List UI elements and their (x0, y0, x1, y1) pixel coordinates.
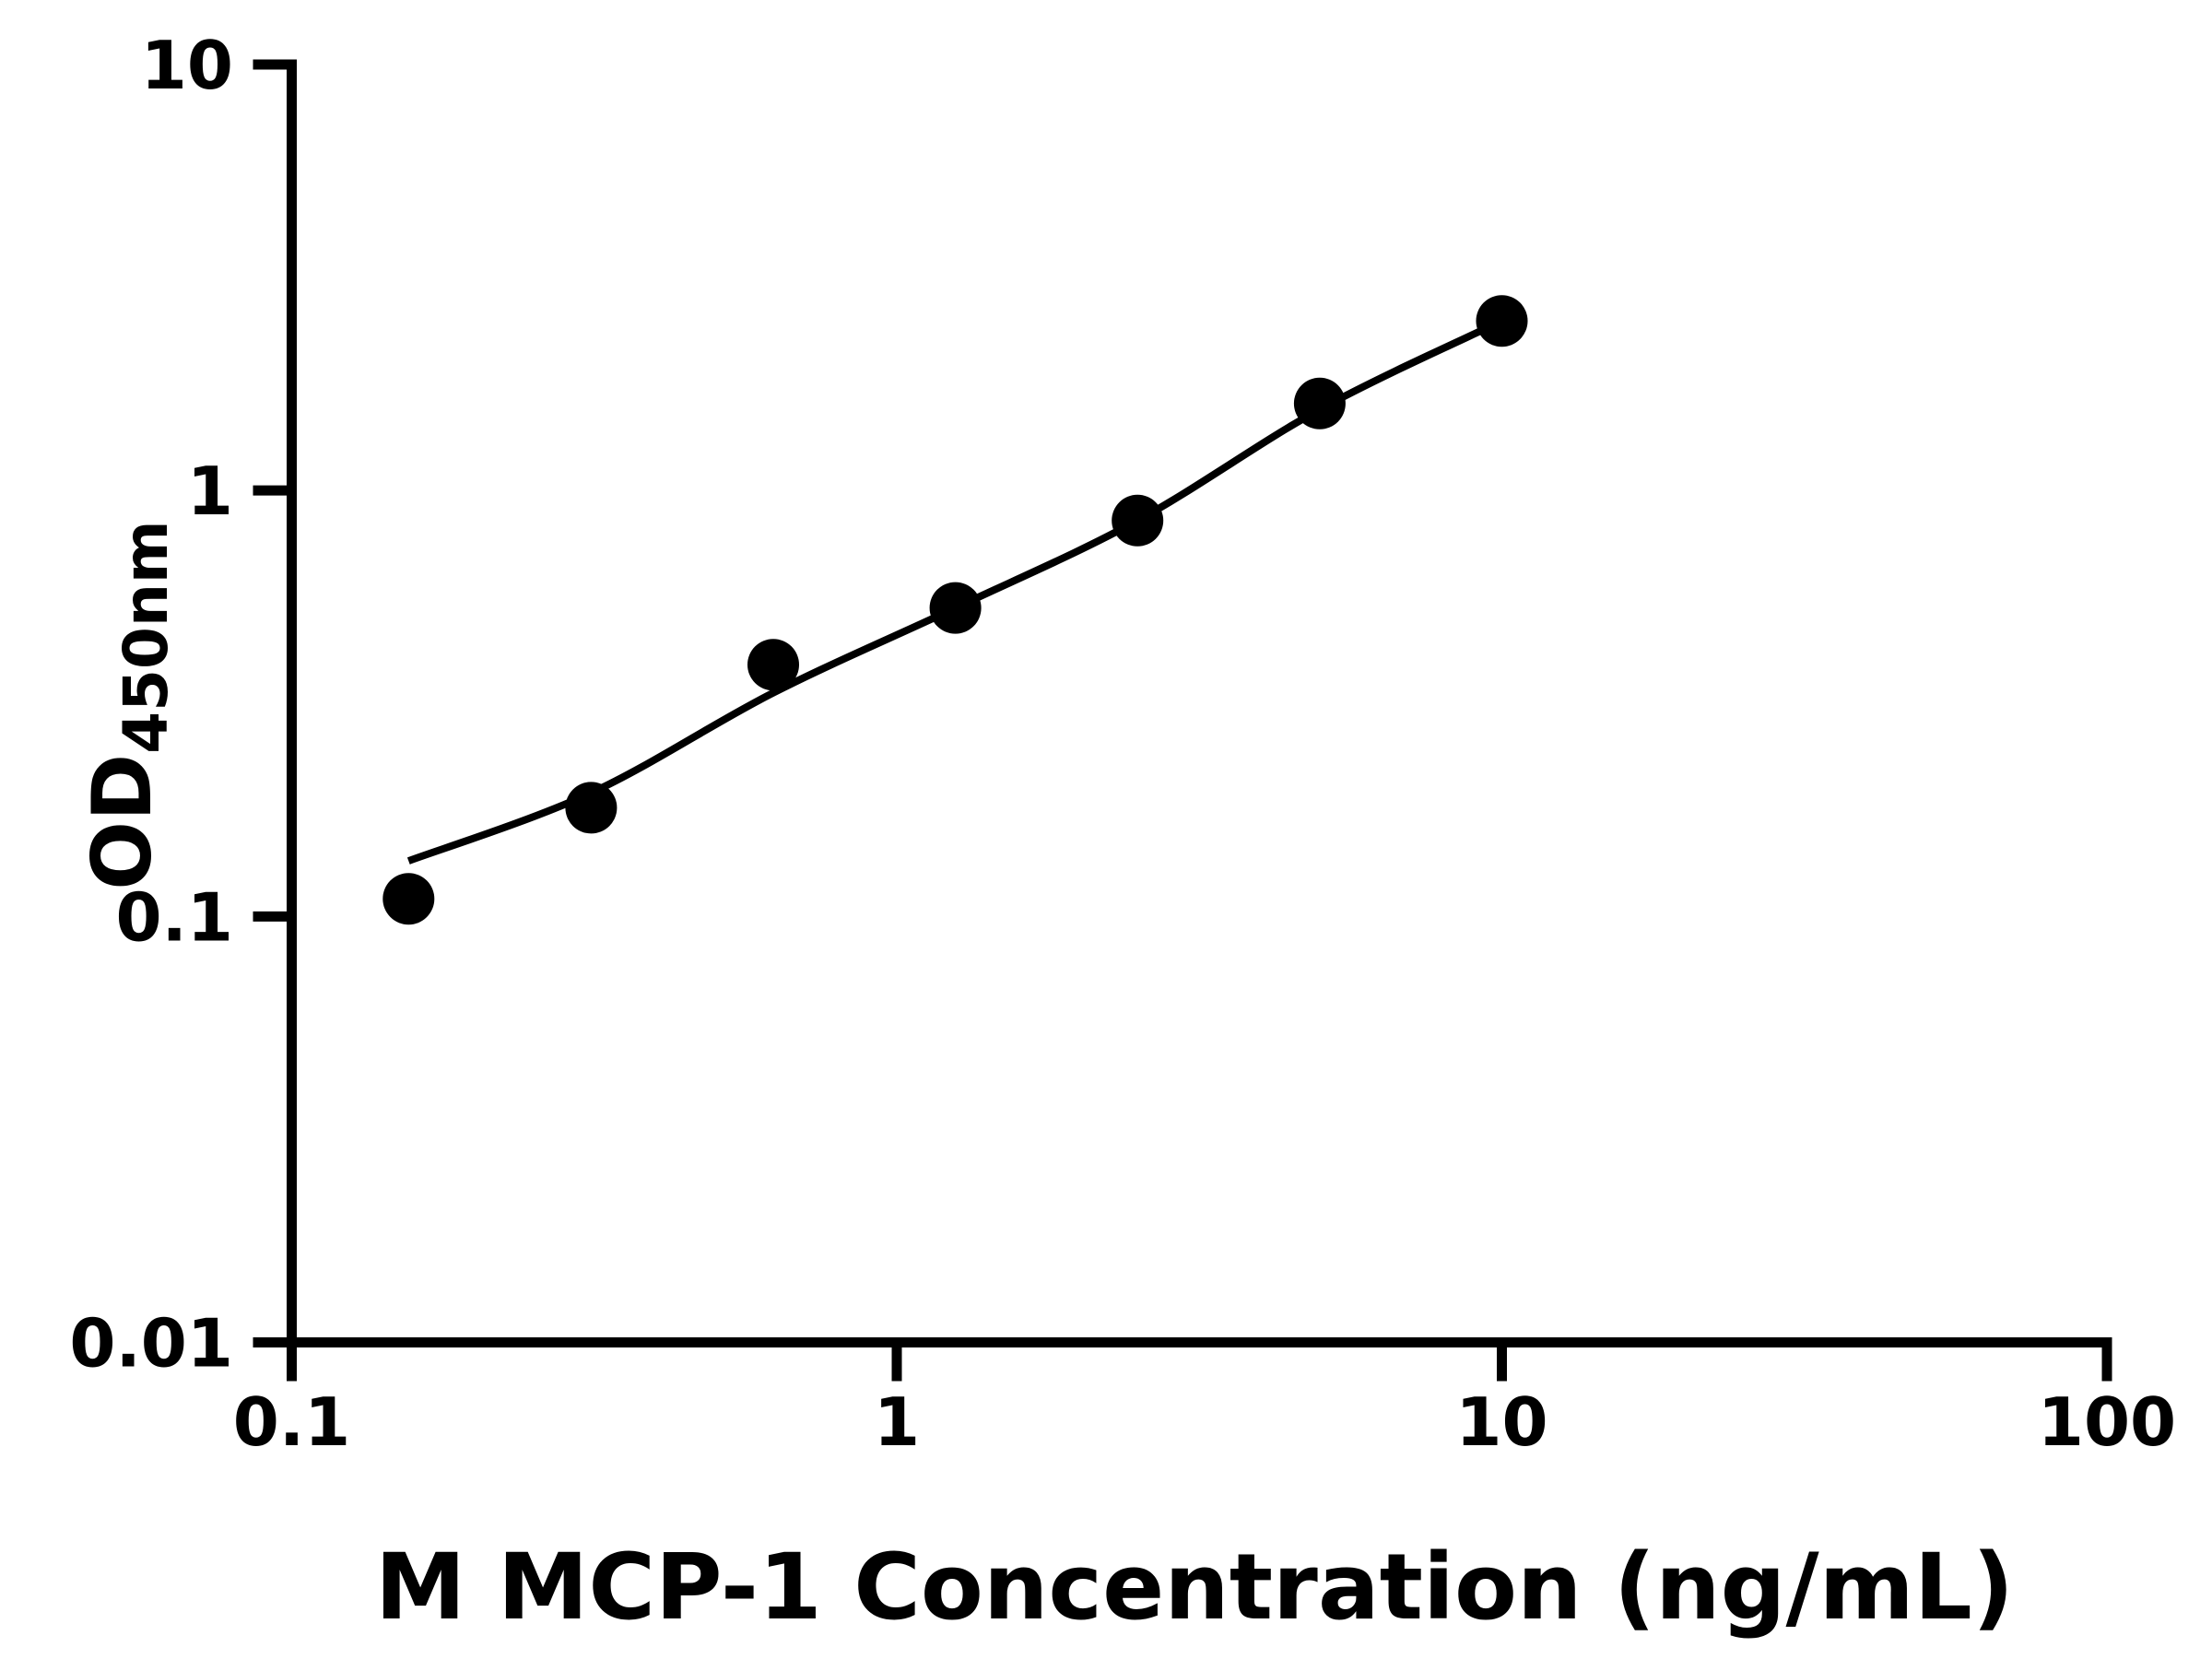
x-tick-label: 0.1 (233, 1383, 351, 1461)
y-axis-title-subscript: 450nm (111, 520, 182, 754)
x-tick-label: 1 (874, 1383, 920, 1461)
data-point (1476, 295, 1528, 347)
data-point (382, 873, 435, 925)
data-point (747, 639, 799, 691)
x-axis-title: M MCP-1 Concentration (ng/mL) (375, 1535, 2014, 1641)
data-point (1293, 377, 1346, 429)
y-tick-label: 0.01 (69, 1305, 233, 1382)
data-point-layer (382, 295, 1528, 925)
x-tick-label: 100 (2038, 1383, 2176, 1461)
data-point (565, 782, 618, 834)
y-axis-title: OD450nm (75, 520, 182, 889)
axes-layer (253, 59, 2112, 1382)
x-tick-label: 10 (1455, 1383, 1547, 1461)
data-point (929, 582, 982, 634)
y-tick-label: 1 (187, 453, 233, 530)
y-tick-label: 10 (141, 27, 233, 104)
y-axis-title-main: OD (75, 754, 170, 890)
y-tick-label: 0.1 (115, 878, 233, 956)
data-point (1112, 494, 1164, 547)
